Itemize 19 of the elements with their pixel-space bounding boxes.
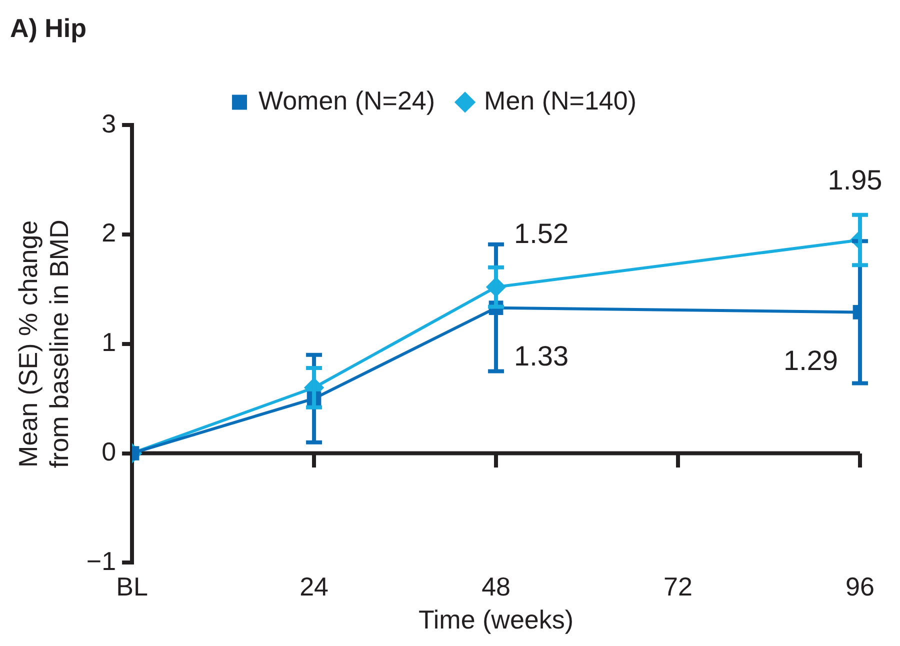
- y-tick-label: −1: [86, 546, 116, 576]
- y-tick-label: 0: [102, 436, 116, 466]
- x-tick-label: BL: [116, 571, 148, 602]
- x-tick-label: 48: [482, 571, 510, 602]
- x-axis-title: Time (weeks): [418, 604, 574, 635]
- y-tick-label: 3: [102, 108, 116, 138]
- x-tick-label: 96: [846, 571, 874, 602]
- x-tick-label: 24: [300, 571, 328, 602]
- data-label: 1.33: [514, 340, 569, 372]
- chart-title: A) Hip: [10, 12, 87, 43]
- data-label: 1.95: [828, 164, 882, 196]
- data-label: 1.29: [784, 344, 838, 376]
- y-tick-label: 1: [102, 327, 116, 358]
- data-label: 1.52: [514, 218, 569, 249]
- legend-label: Men (N=140): [484, 85, 637, 116]
- y-tick-label: 2: [102, 218, 116, 248]
- legend-label: Women (N=24): [258, 85, 436, 116]
- y-axis-title: Mean (SE) % change from baseline in BMD: [12, 220, 74, 468]
- x-tick-label: 72: [664, 571, 692, 602]
